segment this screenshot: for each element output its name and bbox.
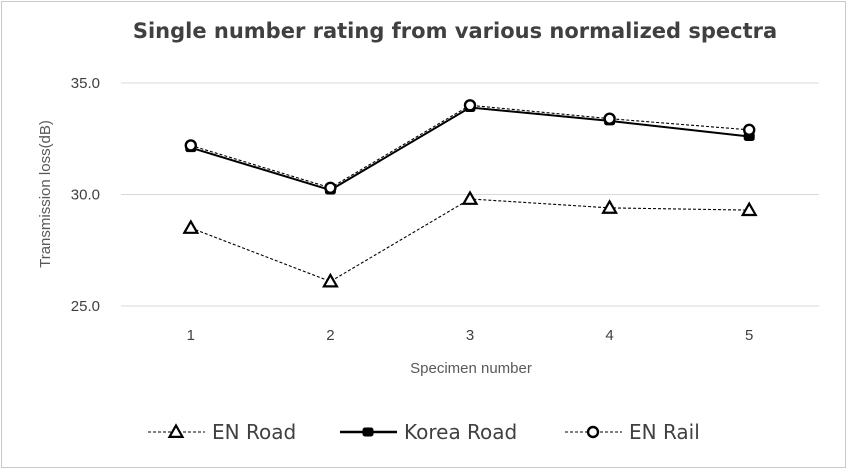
x-tick-label: 4	[605, 327, 613, 344]
legend-item: EN Road	[148, 420, 296, 444]
data-point	[322, 272, 339, 288]
legend-marker	[586, 425, 600, 439]
y-tick-label: 30.0	[71, 187, 100, 204]
legend-label: Korea Road	[404, 420, 517, 444]
legend-item: EN Rail	[565, 420, 700, 444]
y-tick-label: 25.0	[71, 298, 100, 315]
series-en-rail	[184, 99, 756, 195]
x-tick-labels: 1 2 3 4 5	[187, 327, 754, 344]
data-point	[182, 219, 200, 234]
series-korea-road	[185, 103, 755, 195]
x-tick-label: 1	[187, 327, 195, 344]
x-tick-label: 5	[745, 327, 753, 344]
data-point	[601, 199, 618, 214]
data-point	[603, 112, 616, 125]
chart-title: Single number rating from various normal…	[133, 19, 777, 43]
data-point	[740, 201, 758, 217]
legend: EN Road Korea Road EN Rail	[148, 420, 700, 444]
data-point	[743, 123, 756, 137]
legend-marker	[362, 427, 374, 437]
series-en-road	[182, 190, 758, 288]
series-group	[182, 99, 758, 288]
data-point	[184, 139, 198, 152]
legend-marker	[167, 423, 185, 438]
x-tick-label: 3	[466, 327, 474, 344]
legend-label: EN Rail	[629, 420, 700, 444]
series-line	[190, 104, 750, 189]
data-point	[461, 190, 479, 205]
legend-item: Korea Road	[340, 420, 517, 444]
y-axis-label: Transmission loss(dB)	[37, 120, 54, 268]
data-point	[324, 181, 337, 195]
series-line	[190, 106, 750, 192]
series-line	[190, 198, 750, 283]
x-axis-label: Specimen number	[410, 360, 532, 377]
data-point	[463, 99, 477, 112]
x-tick-label: 2	[326, 327, 334, 344]
legend-label: EN Road	[212, 420, 296, 444]
y-tick-label: 35.0	[71, 75, 100, 92]
y-tick-labels: 25.0 30.0 35.0	[71, 75, 100, 315]
